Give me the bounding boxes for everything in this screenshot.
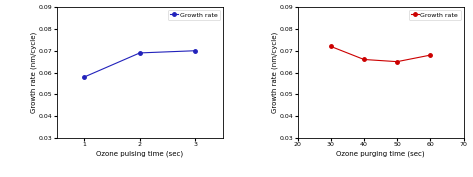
Legend: Growth rate: Growth rate bbox=[168, 10, 220, 20]
Y-axis label: Growth rate (nm/cycle): Growth rate (nm/cycle) bbox=[31, 32, 37, 113]
Y-axis label: Growth rate (nm/cycle): Growth rate (nm/cycle) bbox=[272, 32, 278, 113]
Legend: Growth rate: Growth rate bbox=[409, 10, 461, 20]
X-axis label: Ozone purging time (sec): Ozone purging time (sec) bbox=[336, 150, 425, 156]
X-axis label: Ozone pulsing time (sec): Ozone pulsing time (sec) bbox=[96, 150, 184, 156]
